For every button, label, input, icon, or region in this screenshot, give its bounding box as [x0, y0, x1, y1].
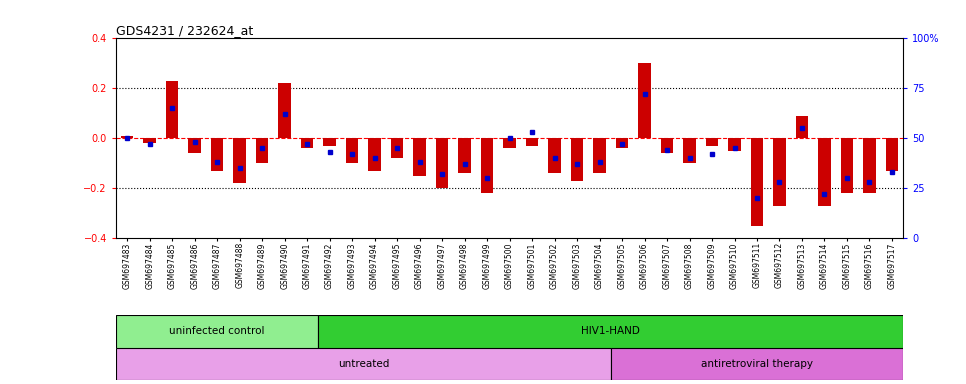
- Bar: [774, 138, 785, 206]
- Bar: [188, 138, 201, 153]
- Text: untreated: untreated: [338, 359, 389, 369]
- Bar: [346, 138, 358, 163]
- Text: antiretroviral therapy: antiretroviral therapy: [701, 359, 813, 369]
- Bar: [301, 138, 313, 148]
- Bar: [526, 138, 538, 146]
- Bar: [571, 138, 583, 181]
- Bar: [818, 138, 831, 206]
- Bar: [256, 138, 269, 163]
- Bar: [413, 138, 426, 176]
- Bar: [116, 315, 319, 348]
- Bar: [751, 138, 763, 225]
- Bar: [796, 116, 809, 138]
- Bar: [116, 348, 611, 380]
- Bar: [549, 138, 560, 173]
- Bar: [368, 138, 381, 170]
- Text: HIV1-HAND: HIV1-HAND: [582, 326, 640, 336]
- Bar: [840, 138, 853, 193]
- Bar: [864, 138, 875, 193]
- Bar: [728, 138, 741, 151]
- Legend: transformed count, percentile rank within the sample: transformed count, percentile rank withi…: [116, 381, 306, 384]
- Bar: [144, 138, 156, 143]
- Bar: [639, 63, 651, 138]
- Bar: [886, 138, 898, 170]
- Bar: [593, 138, 606, 173]
- Bar: [166, 81, 179, 138]
- Bar: [234, 138, 245, 183]
- Bar: [324, 138, 336, 146]
- Bar: [481, 138, 494, 193]
- Bar: [503, 138, 516, 148]
- Bar: [436, 138, 448, 188]
- Bar: [706, 138, 718, 146]
- Bar: [391, 138, 403, 158]
- Bar: [278, 83, 291, 138]
- Bar: [683, 138, 696, 163]
- Bar: [661, 138, 673, 153]
- Bar: [211, 138, 223, 170]
- Text: GDS4231 / 232624_at: GDS4231 / 232624_at: [116, 24, 253, 37]
- Text: uninfected control: uninfected control: [169, 326, 265, 336]
- Bar: [459, 138, 470, 173]
- Bar: [616, 138, 628, 148]
- Bar: [319, 315, 903, 348]
- Bar: [611, 348, 903, 380]
- Bar: [121, 136, 133, 138]
